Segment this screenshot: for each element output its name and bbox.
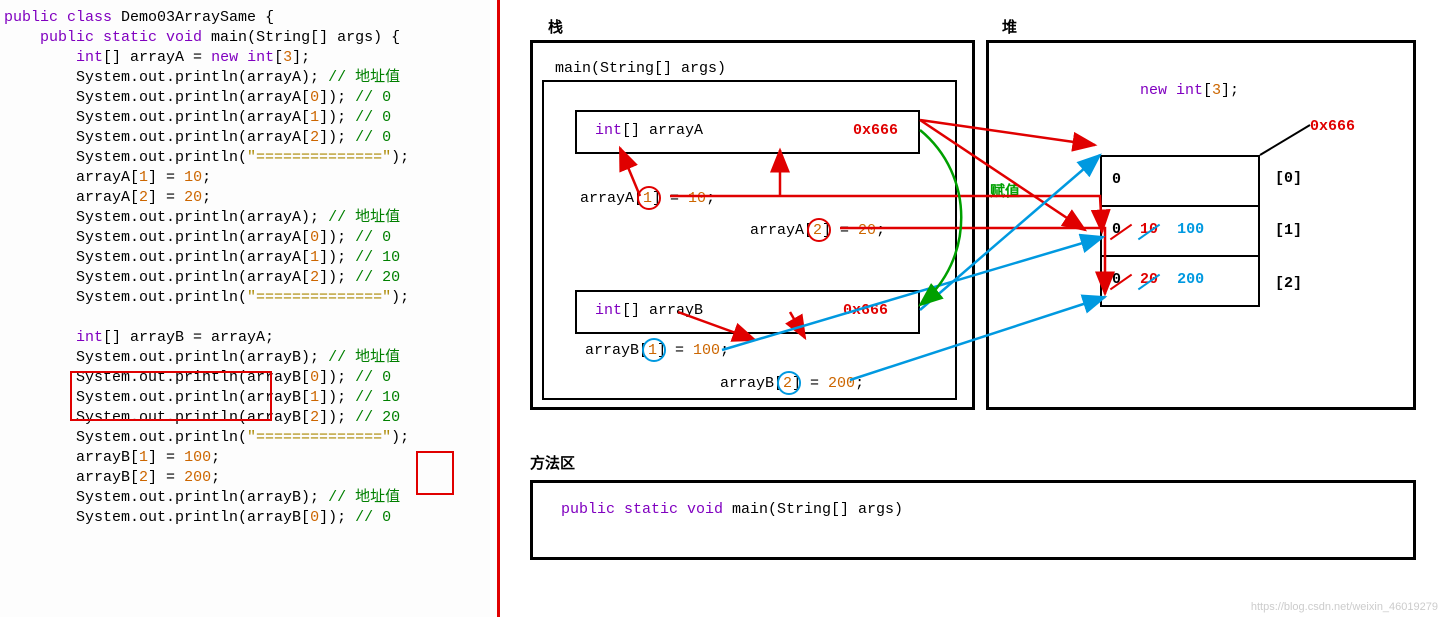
- kw: public class: [4, 9, 112, 26]
- code-line: public class Demo03ArraySame {: [4, 8, 493, 28]
- code-line: int[] arrayB = arrayA;: [4, 328, 493, 348]
- heap-cell-1: 0 10 100: [1102, 207, 1258, 257]
- code-line: System.out.println(arrayA); // 地址值: [4, 208, 493, 228]
- addr-arraya: 0x666: [853, 122, 898, 139]
- method-area-region: public static void main(String[] args): [530, 480, 1416, 560]
- heap-idx-1: [1]: [1275, 222, 1302, 239]
- code-panel: public class Demo03ArraySame { public st…: [0, 0, 500, 617]
- cell-1-newer: 100: [1177, 221, 1204, 238]
- method-sig-kw: public static void: [561, 501, 732, 518]
- watermark: https://blog.csdn.net/weixin_46019279: [1251, 601, 1438, 613]
- code-line: System.out.println(arrayA[2]); // 0: [4, 128, 493, 148]
- code-line: System.out.println("==============");: [4, 428, 493, 448]
- code-line: int[] arrayA = new int[3];: [4, 48, 493, 68]
- code-line: [4, 308, 493, 328]
- circle-icon: [637, 186, 661, 210]
- heap-cell-0: 0: [1102, 157, 1258, 207]
- circle-icon: [807, 218, 831, 242]
- highlight-box-arrayb-decl: [70, 371, 272, 421]
- heap-new-expr: new int[3];: [1140, 82, 1239, 99]
- addr-arrayb: 0x666: [843, 302, 888, 319]
- var-arraya-box: int[] arrayA 0x666: [575, 110, 920, 154]
- heap-cell-2: 0 20 200: [1102, 257, 1258, 307]
- main-frame-title: main(String[] args): [555, 60, 726, 77]
- var-arrayb-decl: [] arrayB: [622, 302, 703, 319]
- code-line: System.out.println(arrayA[1]); // 0: [4, 108, 493, 128]
- code-line: System.out.println(arrayB); // 地址值: [4, 348, 493, 368]
- cell-2-newer: 200: [1177, 271, 1204, 288]
- code-line: arrayA[1] = 10;: [4, 168, 493, 188]
- stack-label: 栈: [548, 16, 563, 37]
- method-sig-name: main(String[] args): [732, 501, 903, 518]
- highlight-box-values: [416, 451, 454, 495]
- circle-icon: [777, 371, 801, 395]
- code-line: System.out.println(arrayB[0]); // 0: [4, 508, 493, 528]
- code-line: System.out.println(arrayA[2]); // 20: [4, 268, 493, 288]
- code-line: System.out.println(arrayA[0]); // 0: [4, 228, 493, 248]
- code-line: System.out.println("==============");: [4, 288, 493, 308]
- class-name: Demo03ArraySame: [112, 9, 265, 26]
- assign-label: 赋值: [990, 180, 1020, 201]
- code-line: public static void main(String[] args) {: [4, 28, 493, 48]
- cell-0-val: 0: [1112, 171, 1121, 188]
- var-arraya-decl: [] arrayA: [622, 122, 703, 139]
- circle-icon: [642, 338, 666, 362]
- code-line: System.out.println("==============");: [4, 148, 493, 168]
- code-line: arrayA[2] = 20;: [4, 188, 493, 208]
- heap-array: 0 0 10 100 0 20 200: [1100, 155, 1260, 307]
- diagram-panel: 栈 堆 方法区 public static void main(String[]…: [500, 0, 1446, 617]
- heap-idx-0: [0]: [1275, 170, 1302, 187]
- method-area-label: 方法区: [530, 452, 575, 473]
- heap-idx-2: [2]: [1275, 275, 1302, 292]
- heap-addr: 0x666: [1310, 118, 1355, 135]
- var-arrayb-box: int[] arrayB 0x666: [575, 290, 920, 334]
- code-line: System.out.println(arrayA); // 地址值: [4, 68, 493, 88]
- code-line: System.out.println(arrayA[1]); // 10: [4, 248, 493, 268]
- code-line: System.out.println(arrayA[0]); // 0: [4, 88, 493, 108]
- heap-label: 堆: [1002, 16, 1017, 37]
